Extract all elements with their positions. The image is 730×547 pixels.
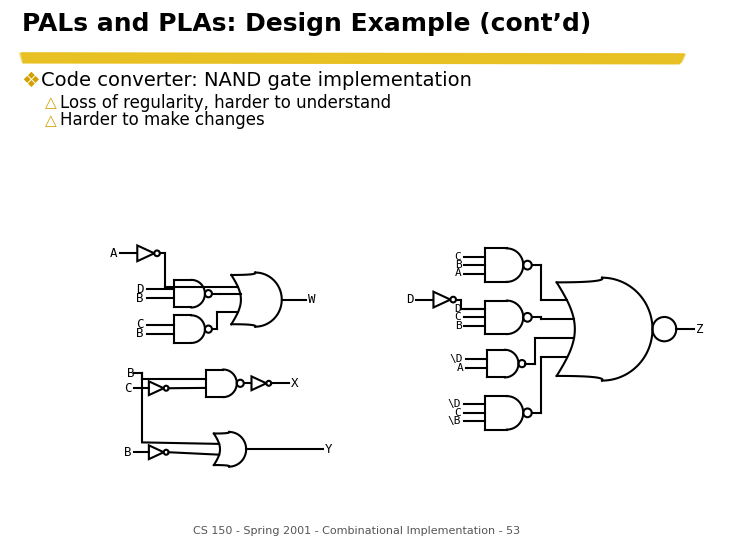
- Text: X: X: [291, 377, 298, 390]
- Text: B: B: [137, 292, 144, 305]
- Text: △: △: [45, 95, 56, 110]
- Text: W: W: [308, 293, 315, 306]
- Text: A: A: [110, 247, 117, 260]
- Text: \D: \D: [450, 354, 464, 364]
- Text: Loss of regularity, harder to understand: Loss of regularity, harder to understand: [60, 94, 391, 112]
- Text: A: A: [456, 363, 464, 373]
- Text: \D: \D: [448, 399, 461, 410]
- Text: D: D: [137, 283, 144, 295]
- Text: C: C: [455, 408, 461, 418]
- Text: B: B: [455, 321, 461, 331]
- Text: C: C: [137, 318, 144, 331]
- Text: CS 150 - Spring 2001 - Combinational Implementation - 53: CS 150 - Spring 2001 - Combinational Imp…: [193, 526, 520, 536]
- Text: B: B: [127, 367, 134, 380]
- Text: Harder to make changes: Harder to make changes: [60, 112, 265, 130]
- Text: ❖: ❖: [21, 71, 40, 91]
- Text: C: C: [455, 312, 461, 322]
- Polygon shape: [20, 53, 683, 63]
- Text: C: C: [455, 252, 461, 262]
- Text: D: D: [455, 304, 461, 314]
- Text: △: △: [45, 113, 56, 128]
- Polygon shape: [21, 53, 684, 64]
- Text: B: B: [455, 260, 461, 270]
- Polygon shape: [23, 54, 685, 62]
- Text: B: B: [137, 327, 144, 340]
- Text: D: D: [406, 293, 413, 306]
- Text: Z: Z: [696, 323, 703, 336]
- Text: B: B: [124, 446, 131, 459]
- Text: C: C: [124, 382, 131, 395]
- Text: \B: \B: [448, 416, 461, 426]
- Text: Code converter: NAND gate implementation: Code converter: NAND gate implementation: [41, 72, 472, 90]
- Text: PALs and PLAs: Design Example (cont’d): PALs and PLAs: Design Example (cont’d): [21, 12, 591, 36]
- Text: A: A: [455, 269, 461, 278]
- Text: Y: Y: [326, 443, 333, 456]
